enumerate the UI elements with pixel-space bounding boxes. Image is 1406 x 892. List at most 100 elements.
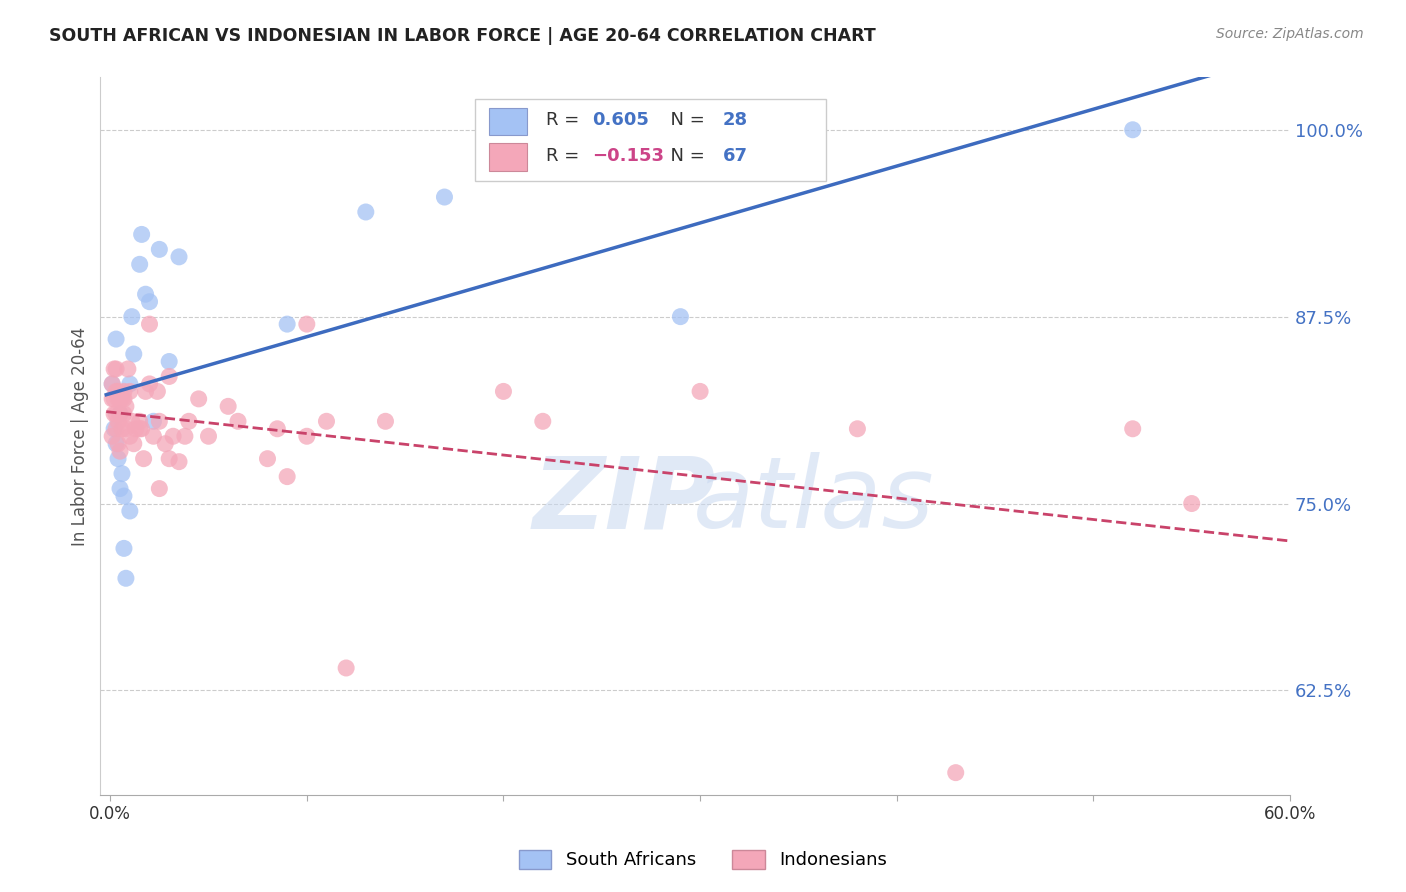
Point [115, 571, 138, 585]
Point [138, 294, 160, 309]
Point [101, 376, 124, 391]
Point [177, 414, 200, 428]
Point [492, 384, 515, 399]
Text: 67: 67 [723, 147, 748, 165]
Point [148, 243, 170, 257]
Text: 28: 28 [723, 112, 748, 129]
Point [101, 376, 124, 391]
Point [128, 422, 150, 436]
Point [531, 414, 554, 428]
Text: atlas: atlas [693, 452, 935, 549]
Point [118, 504, 141, 518]
Point [846, 422, 869, 436]
Point [146, 384, 169, 399]
Point [128, 414, 150, 428]
Text: R =: R = [547, 112, 585, 129]
Point [295, 429, 318, 443]
Point [103, 407, 125, 421]
Text: N =: N = [659, 112, 711, 129]
Point [138, 376, 160, 391]
Text: Source: ZipAtlas.com: Source: ZipAtlas.com [1216, 27, 1364, 41]
Point [132, 451, 155, 466]
Point [117, 362, 139, 376]
Point [131, 227, 153, 242]
Point [148, 414, 170, 428]
Point [112, 489, 135, 503]
Point [111, 467, 134, 481]
Point [226, 414, 249, 428]
Point [103, 422, 125, 436]
Point [118, 429, 141, 443]
Point [112, 392, 135, 406]
Point [108, 444, 131, 458]
Point [118, 376, 141, 391]
Point [107, 384, 129, 399]
Point [276, 469, 298, 483]
Text: R =: R = [547, 147, 585, 165]
Point [107, 436, 129, 450]
Point [1181, 496, 1204, 510]
Point [187, 392, 209, 406]
Point [266, 422, 288, 436]
Point [374, 414, 396, 428]
Point [174, 429, 197, 443]
Point [157, 369, 180, 384]
Point [118, 384, 141, 399]
Point [669, 310, 692, 324]
Point [105, 362, 128, 376]
Point [101, 429, 124, 443]
Point [121, 414, 143, 428]
Text: SOUTH AFRICAN VS INDONESIAN IN LABOR FORCE | AGE 20-64 CORRELATION CHART: SOUTH AFRICAN VS INDONESIAN IN LABOR FOR… [49, 27, 876, 45]
Y-axis label: In Labor Force | Age 20-64: In Labor Force | Age 20-64 [72, 326, 89, 546]
Point [155, 436, 177, 450]
Point [131, 422, 153, 436]
Point [101, 392, 124, 406]
Point [689, 384, 711, 399]
Point [111, 422, 134, 436]
Text: N =: N = [659, 147, 711, 165]
Point [315, 414, 337, 428]
Point [103, 362, 125, 376]
Point [138, 317, 160, 331]
Point [167, 250, 190, 264]
Point [105, 436, 128, 450]
Point [111, 392, 134, 406]
Point [197, 429, 219, 443]
FancyBboxPatch shape [489, 108, 527, 135]
Point [128, 257, 150, 271]
Point [112, 541, 135, 556]
Point [135, 287, 157, 301]
FancyBboxPatch shape [475, 99, 827, 181]
Point [112, 407, 135, 421]
Point [107, 392, 129, 406]
Text: −0.153: −0.153 [592, 147, 664, 165]
Point [135, 384, 157, 399]
Point [108, 392, 131, 406]
Point [122, 436, 145, 450]
Point [157, 354, 180, 368]
Point [121, 310, 143, 324]
Point [125, 422, 148, 436]
Point [148, 482, 170, 496]
Point [162, 429, 184, 443]
Point [108, 407, 131, 421]
Point [256, 451, 278, 466]
Point [112, 384, 135, 399]
Point [945, 765, 967, 780]
Point [354, 205, 377, 219]
Text: ZIP: ZIP [533, 452, 716, 549]
Point [107, 414, 129, 428]
Point [105, 407, 128, 421]
Point [115, 400, 138, 414]
Point [142, 429, 165, 443]
Point [157, 451, 180, 466]
Point [142, 414, 165, 428]
Text: 0.605: 0.605 [592, 112, 648, 129]
Point [167, 455, 190, 469]
Point [122, 347, 145, 361]
Point [107, 451, 129, 466]
Point [433, 190, 456, 204]
Point [1122, 122, 1144, 136]
Point [276, 317, 298, 331]
Point [335, 661, 357, 675]
